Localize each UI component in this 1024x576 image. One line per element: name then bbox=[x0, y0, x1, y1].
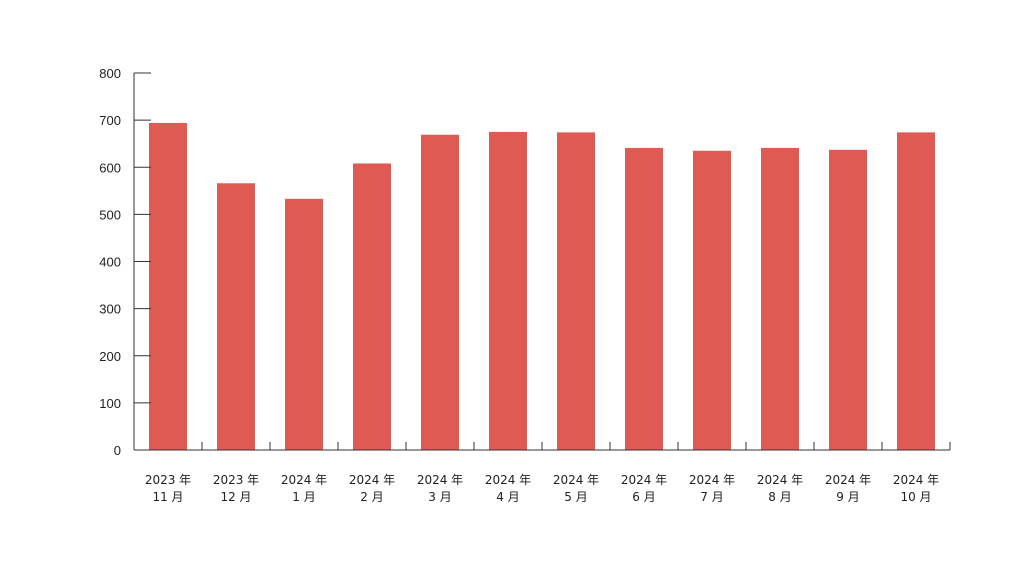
bar-8 bbox=[693, 150, 731, 450]
y-tick-label: 400 bbox=[99, 255, 121, 270]
x-label-month: 11 月 bbox=[152, 490, 183, 504]
x-label-month: 6 月 bbox=[632, 490, 655, 504]
bar-2 bbox=[285, 198, 323, 450]
x-label-month: 9 月 bbox=[836, 490, 859, 504]
x-label-month: 8 月 bbox=[768, 490, 791, 504]
x-label-year: 2024 年 bbox=[893, 473, 939, 487]
bar-4 bbox=[421, 134, 459, 451]
y-tick-label: 100 bbox=[99, 396, 121, 411]
x-label-month: 3 月 bbox=[428, 490, 451, 504]
y-tick-label: 500 bbox=[99, 207, 121, 222]
x-label-month: 12 月 bbox=[220, 490, 251, 504]
y-tick-label: 200 bbox=[99, 349, 121, 364]
y-tick-label: 300 bbox=[99, 302, 121, 317]
x-label-month: 4 月 bbox=[496, 490, 519, 504]
x-label-month: 5 月 bbox=[564, 490, 587, 504]
x-label-year: 2024 年 bbox=[621, 473, 667, 487]
bar-3 bbox=[353, 163, 391, 451]
bar-9 bbox=[761, 147, 799, 450]
y-ticks-group: 0 100 200 300 400 500 600 700 800 bbox=[99, 66, 151, 458]
y-tick-label: 700 bbox=[99, 113, 121, 128]
bars-group bbox=[149, 122, 935, 451]
x-label-year: 2024 年 bbox=[485, 473, 531, 487]
bar-6 bbox=[557, 132, 595, 450]
y-tick-label: 800 bbox=[99, 66, 121, 81]
x-label-month: 1 月 bbox=[292, 490, 315, 504]
x-label-year: 2024 年 bbox=[281, 473, 327, 487]
bar-0 bbox=[149, 122, 187, 450]
bar-1 bbox=[217, 183, 255, 450]
axes-group bbox=[133, 73, 950, 451]
x-label-month: 2 月 bbox=[360, 490, 383, 504]
bar-7 bbox=[625, 147, 663, 450]
x-ticks-group: 2023 年 11 月 2023 年 12 月 2024 年 1 月 2024 年 2 月 20… bbox=[145, 442, 951, 504]
x-label-month: 7 月 bbox=[700, 490, 723, 504]
x-label-year: 2023 年 bbox=[213, 473, 259, 487]
x-label-year: 2024 年 bbox=[553, 473, 599, 487]
y-tick-label: 0 bbox=[114, 443, 121, 458]
x-label-year: 2023 年 bbox=[145, 473, 191, 487]
x-label-year: 2024 年 bbox=[689, 473, 735, 487]
bar-5 bbox=[489, 131, 527, 450]
bar-11 bbox=[897, 132, 935, 450]
x-label-year: 2024 年 bbox=[825, 473, 871, 487]
y-tick-label: 600 bbox=[99, 160, 121, 175]
x-label-month: 10 月 bbox=[900, 490, 931, 504]
x-label-year: 2024 年 bbox=[349, 473, 395, 487]
bar-10 bbox=[829, 149, 867, 450]
x-label-year: 2024 年 bbox=[417, 473, 463, 487]
x-label-year: 2024 年 bbox=[757, 473, 803, 487]
